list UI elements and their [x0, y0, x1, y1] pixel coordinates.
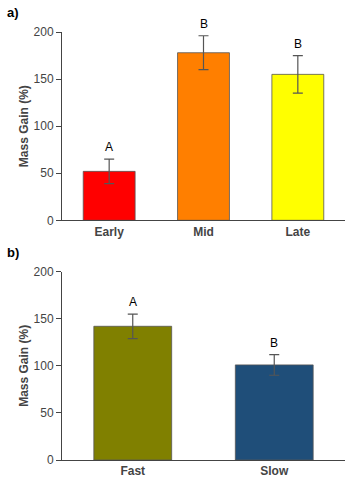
- svg-text:50: 50: [40, 406, 54, 420]
- svg-text:A: A: [129, 295, 137, 309]
- svg-text:50: 50: [40, 166, 54, 180]
- svg-text:200: 200: [34, 25, 54, 39]
- svg-text:150: 150: [34, 72, 54, 86]
- svg-text:0: 0: [47, 214, 54, 228]
- svg-text:b): b): [7, 245, 19, 260]
- svg-text:Mass Gain (%): Mass Gain (%): [17, 325, 31, 407]
- svg-text:150: 150: [34, 312, 54, 326]
- svg-text:100: 100: [34, 359, 54, 373]
- svg-text:Mid: Mid: [193, 225, 214, 239]
- svg-text:B: B: [200, 17, 208, 31]
- svg-text:B: B: [294, 37, 302, 51]
- svg-text:200: 200: [34, 265, 54, 279]
- svg-text:B: B: [270, 336, 278, 350]
- svg-text:Late: Late: [285, 225, 310, 239]
- svg-text:Slow: Slow: [260, 464, 289, 478]
- svg-text:Fast: Fast: [120, 464, 145, 478]
- svg-text:Mass Gain (%): Mass Gain (%): [17, 85, 31, 167]
- svg-text:A: A: [105, 140, 113, 154]
- svg-text:0: 0: [47, 453, 54, 467]
- svg-text:100: 100: [34, 119, 54, 133]
- svg-text:a): a): [7, 5, 19, 20]
- svg-text:Early: Early: [94, 225, 124, 239]
